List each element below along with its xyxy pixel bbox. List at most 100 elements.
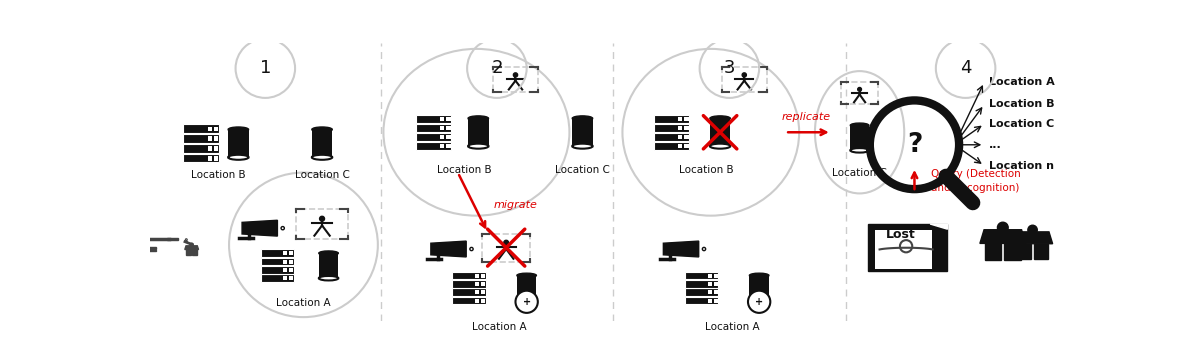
Text: 2: 2 <box>491 59 503 77</box>
Text: Location C: Location C <box>295 170 349 180</box>
Bar <box>685 297 719 304</box>
Bar <box>167 238 179 240</box>
Text: Location A: Location A <box>989 77 1055 87</box>
Text: Query (Detection
and Recognition): Query (Detection and Recognition) <box>931 169 1021 192</box>
Ellipse shape <box>516 291 538 313</box>
Ellipse shape <box>851 123 869 127</box>
Polygon shape <box>980 230 1026 243</box>
Text: ?: ? <box>907 132 922 158</box>
Bar <box>678 144 683 148</box>
Ellipse shape <box>185 239 187 241</box>
Ellipse shape <box>281 227 284 230</box>
Bar <box>452 297 486 304</box>
Bar <box>481 282 485 286</box>
Bar <box>260 258 294 265</box>
Bar <box>714 290 718 294</box>
Text: Location C: Location C <box>832 168 887 178</box>
Bar <box>416 142 451 150</box>
Bar <box>481 290 485 294</box>
Bar <box>214 156 218 161</box>
Bar <box>260 249 294 257</box>
Bar <box>312 130 332 157</box>
Bar <box>140 248 156 249</box>
Bar <box>1016 244 1031 258</box>
Text: 1: 1 <box>259 59 271 77</box>
Bar <box>475 299 479 303</box>
Bar <box>708 282 712 286</box>
Text: Location A: Location A <box>473 322 527 332</box>
Text: 4: 4 <box>960 59 971 77</box>
Bar <box>875 230 932 269</box>
Bar <box>714 299 718 303</box>
Bar <box>208 146 211 151</box>
Ellipse shape <box>514 73 517 77</box>
Text: +: + <box>522 297 530 307</box>
Polygon shape <box>1013 232 1052 244</box>
Bar <box>184 144 218 153</box>
Bar <box>749 275 769 300</box>
Ellipse shape <box>517 298 536 303</box>
Ellipse shape <box>517 273 536 278</box>
Bar <box>416 133 451 141</box>
Bar <box>283 276 288 280</box>
Bar <box>186 249 191 255</box>
Ellipse shape <box>228 127 248 132</box>
Bar <box>283 260 288 264</box>
Bar <box>722 67 767 92</box>
Ellipse shape <box>572 144 593 149</box>
Bar <box>572 118 593 146</box>
Bar <box>452 280 486 287</box>
Bar <box>710 118 731 146</box>
Bar <box>678 126 683 130</box>
Bar <box>283 251 288 256</box>
Bar <box>869 224 948 271</box>
Bar <box>1034 244 1049 258</box>
Bar <box>440 144 444 148</box>
Text: Lost: Lost <box>886 228 916 241</box>
Text: Location B: Location B <box>989 100 1055 109</box>
Bar <box>416 115 451 123</box>
Bar <box>475 274 479 278</box>
Bar <box>260 274 294 282</box>
Bar <box>289 276 294 280</box>
Bar <box>416 124 451 132</box>
Bar <box>708 299 712 303</box>
Text: ...: ... <box>989 140 1002 150</box>
Bar <box>475 290 479 294</box>
Bar <box>214 136 218 141</box>
Bar <box>319 253 338 278</box>
Bar <box>192 249 197 255</box>
Bar <box>208 156 211 161</box>
Bar <box>654 142 689 150</box>
Ellipse shape <box>190 243 193 246</box>
Ellipse shape <box>858 87 862 91</box>
Bar <box>684 135 689 139</box>
Bar <box>296 209 348 239</box>
Text: Location B: Location B <box>191 170 245 180</box>
Bar <box>440 117 444 121</box>
Bar <box>283 268 288 272</box>
Text: Location A: Location A <box>276 298 331 308</box>
Ellipse shape <box>468 116 488 121</box>
Bar <box>684 126 689 130</box>
Polygon shape <box>185 246 198 249</box>
Bar <box>446 144 451 148</box>
Bar <box>684 117 689 121</box>
Bar <box>289 268 294 272</box>
Polygon shape <box>242 220 277 236</box>
Bar <box>289 260 294 264</box>
Ellipse shape <box>312 155 332 160</box>
Bar <box>468 118 488 146</box>
Bar <box>481 299 485 303</box>
Text: Location B: Location B <box>437 165 492 175</box>
Ellipse shape <box>504 240 509 245</box>
Ellipse shape <box>312 127 332 132</box>
Bar <box>708 290 712 294</box>
Bar <box>440 135 444 139</box>
Bar <box>517 275 536 300</box>
Text: migrate: migrate <box>493 200 538 209</box>
Text: Location A: Location A <box>704 322 760 332</box>
Text: Location C: Location C <box>989 119 1054 129</box>
Ellipse shape <box>470 247 473 251</box>
Text: Location C: Location C <box>556 165 610 175</box>
